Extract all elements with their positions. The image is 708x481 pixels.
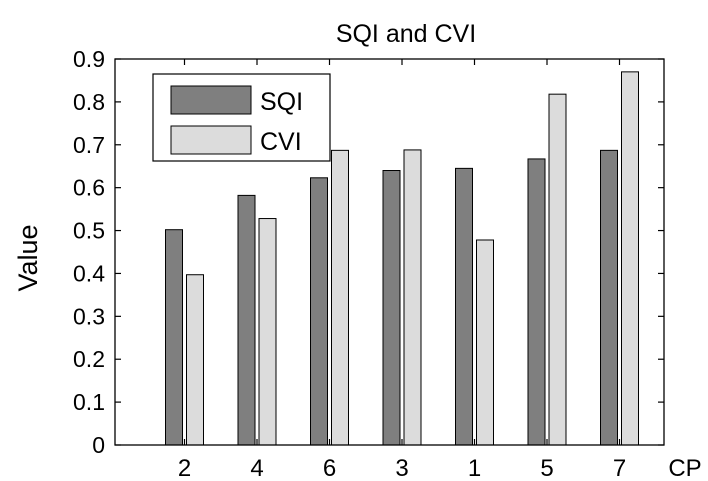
- bar-sqi-7: [600, 149, 618, 446]
- legend-swatch-cvi: [170, 125, 252, 155]
- y-tick-label: 0.1: [73, 389, 105, 415]
- legend-label-cvi: CVI: [260, 128, 302, 156]
- y-tick-label: 0.3: [73, 303, 105, 329]
- y-axis-label: Value: [13, 224, 43, 291]
- y-tick-label: 0.9: [73, 46, 105, 72]
- bar-cvi-2: [186, 274, 204, 446]
- bar-cvi-4: [258, 218, 277, 446]
- bar-sqi-4: [237, 194, 256, 446]
- bar-cvi-3: [403, 149, 422, 446]
- x-tick-label: 7: [613, 455, 626, 481]
- x-tick-label: 4: [250, 455, 263, 481]
- bar-sqi-1: [455, 167, 473, 446]
- bar-cvi-1: [476, 239, 494, 446]
- x-tick-label: 2: [178, 455, 191, 481]
- x-tick-label: 3: [395, 455, 408, 481]
- x-tick-label: 5: [540, 455, 553, 481]
- y-tick-label: 0.8: [73, 89, 105, 115]
- x-axis-label: CP: [668, 455, 701, 481]
- plot-area-frame: [114, 58, 665, 446]
- y-tick-label: 0.4: [73, 260, 105, 286]
- y-tick-label: 0.5: [73, 218, 105, 244]
- y-tick-label: 0: [92, 432, 105, 458]
- y-axis-ticks: 0 0.1 0.2 0.3 0.4 0.5 0.6 0.7 0.8 0.9: [73, 46, 664, 458]
- bar-sqi-5: [527, 158, 546, 446]
- bar-sqi-3: [382, 170, 401, 446]
- legend-label-sqi: SQI: [260, 88, 303, 116]
- bar-cvi-6: [331, 149, 349, 446]
- legend-swatch-sqi: [170, 85, 252, 115]
- bars-group: [165, 71, 639, 446]
- x-axis-ticks: 2 4 6 3 1 5 7: [178, 59, 626, 481]
- x-tick-label: 6: [323, 455, 336, 481]
- legend: SQI CVI: [152, 73, 331, 162]
- y-tick-label: 0.7: [73, 132, 105, 158]
- chart-title: SQI and CVI: [336, 20, 476, 48]
- y-tick-label: 0.2: [73, 346, 105, 372]
- bar-cvi-5: [548, 93, 567, 446]
- x-tick-label: 1: [468, 455, 481, 481]
- bar-sqi-6: [310, 177, 328, 446]
- y-tick-label: 0.6: [73, 175, 105, 201]
- bar-sqi-2: [165, 229, 183, 446]
- bar-cvi-7: [621, 71, 639, 446]
